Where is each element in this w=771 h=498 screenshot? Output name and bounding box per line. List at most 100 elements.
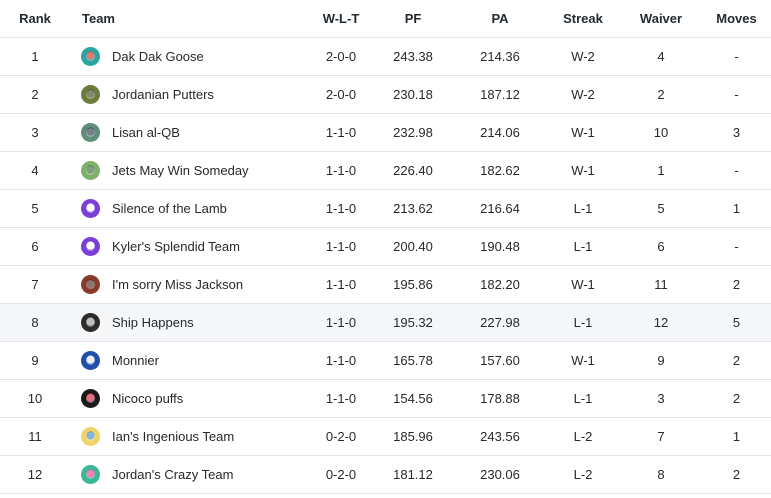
- waiver-cell: 4: [620, 37, 702, 76]
- rank-cell: 9: [0, 341, 70, 380]
- team-name-link[interactable]: Jordan's Crazy Team: [112, 467, 234, 482]
- team-avatar-icon[interactable]: [81, 427, 100, 446]
- pf-cell: 230.18: [372, 75, 454, 114]
- header-pa[interactable]: PA: [454, 0, 546, 38]
- waiver-cell: 10: [620, 113, 702, 152]
- header-moves[interactable]: Moves: [702, 0, 771, 38]
- header-streak[interactable]: Streak: [546, 0, 620, 38]
- rank-cell: 4: [0, 151, 70, 190]
- pa-cell: 227.98: [454, 303, 546, 342]
- pa-cell: 216.64: [454, 189, 546, 228]
- team-info: Nicoco puffs: [81, 389, 310, 408]
- rank-cell: 1: [0, 37, 70, 76]
- team-name-link[interactable]: Monnier: [112, 353, 159, 368]
- team-name-link[interactable]: Silence of the Lamb: [112, 201, 227, 216]
- wlt-cell: 0-2-0: [310, 455, 372, 494]
- pa-cell: 178.88: [454, 379, 546, 418]
- team-avatar-icon[interactable]: [81, 237, 100, 256]
- pf-cell: 154.56: [372, 379, 454, 418]
- team-cell: Monnier: [70, 341, 310, 380]
- table-row: 6 Kyler's Splendid Team 1-1-0 200.40 190.48 L…: [0, 227, 771, 266]
- pf-cell: 226.40: [372, 151, 454, 190]
- wlt-cell: 1-1-0: [310, 303, 372, 342]
- table-row: 12 Jordan's Crazy Team 0-2-0 181.12 230.06 L-…: [0, 455, 771, 494]
- team-avatar-icon[interactable]: [81, 85, 100, 104]
- team-cell: Kyler's Splendid Team: [70, 227, 310, 266]
- waiver-cell: 5: [620, 189, 702, 228]
- team-name-link[interactable]: Jets May Win Someday: [112, 163, 249, 178]
- moves-cell: 5: [702, 303, 771, 342]
- team-name-link[interactable]: Dak Dak Goose: [112, 49, 204, 64]
- team-cell: Dak Dak Goose: [70, 37, 310, 76]
- pa-cell: 190.48: [454, 227, 546, 266]
- team-name-link[interactable]: Lisan al-QB: [112, 125, 180, 140]
- pf-cell: 243.38: [372, 37, 454, 76]
- header-rank[interactable]: Rank: [0, 0, 70, 38]
- pf-cell: 181.12: [372, 455, 454, 494]
- waiver-cell: 2: [620, 75, 702, 114]
- team-name-link[interactable]: Ship Happens: [112, 315, 194, 330]
- streak-cell: W-1: [546, 113, 620, 152]
- standings-body: 1 Dak Dak Goose 2-0-0 243.38 214.36 W-2 4-2 Jor…: [0, 37, 771, 494]
- streak-cell: L-1: [546, 379, 620, 418]
- moves-cell: -: [702, 75, 771, 114]
- header-team[interactable]: Team: [70, 0, 310, 38]
- pa-cell: 214.36: [454, 37, 546, 76]
- wlt-cell: 1-1-0: [310, 379, 372, 418]
- pf-cell: 165.78: [372, 341, 454, 380]
- wlt-cell: 1-1-0: [310, 341, 372, 380]
- team-avatar-icon[interactable]: [81, 351, 100, 370]
- rank-cell: 10: [0, 379, 70, 418]
- waiver-cell: 9: [620, 341, 702, 380]
- team-avatar-icon[interactable]: [81, 47, 100, 66]
- table-row: 4 Jets May Win Someday 1-1-0 226.40 182.62 W-…: [0, 151, 771, 190]
- team-avatar-icon[interactable]: [81, 389, 100, 408]
- team-cell: Ian's Ingenious Team: [70, 417, 310, 456]
- moves-cell: 3: [702, 113, 771, 152]
- table-header-row: Rank Team W-L-T PF PA Streak Waiver Move…: [0, 0, 771, 38]
- header-wlt[interactable]: W-L-T: [310, 0, 372, 38]
- team-avatar-icon[interactable]: [81, 161, 100, 180]
- waiver-cell: 7: [620, 417, 702, 456]
- team-cell: Silence of the Lamb: [70, 189, 310, 228]
- table-row: 5 Silence of the Lamb 1-1-0 213.62 216.64 L-1…: [0, 189, 771, 228]
- wlt-cell: 0-2-0: [310, 417, 372, 456]
- table-row: 8 Ship Happens 1-1-0 195.32 227.98 L-1 12 5: [0, 303, 771, 342]
- team-name-link[interactable]: I'm sorry Miss Jackson: [112, 277, 244, 292]
- table-row: 11 Ian's Ingenious Team 0-2-0 185.96 243.56 L…: [0, 417, 771, 456]
- moves-cell: 2: [702, 455, 771, 494]
- rank-cell: 5: [0, 189, 70, 228]
- rank-cell: 8: [0, 303, 70, 342]
- waiver-cell: 11: [620, 265, 702, 304]
- header-waiver[interactable]: Waiver: [620, 0, 702, 38]
- team-name-link[interactable]: Nicoco puffs: [112, 391, 184, 406]
- waiver-cell: 3: [620, 379, 702, 418]
- team-avatar-icon[interactable]: [81, 199, 100, 218]
- streak-cell: L-2: [546, 417, 620, 456]
- team-info: Monnier: [81, 351, 310, 370]
- team-name-link[interactable]: Kyler's Splendid Team: [112, 239, 240, 254]
- team-cell: I'm sorry Miss Jackson: [70, 265, 310, 304]
- team-avatar-icon[interactable]: [81, 275, 100, 294]
- wlt-cell: 1-1-0: [310, 113, 372, 152]
- pf-cell: 195.86: [372, 265, 454, 304]
- team-avatar-icon[interactable]: [81, 465, 100, 484]
- team-name-link[interactable]: Jordanian Putters: [112, 87, 214, 102]
- moves-cell: 2: [702, 341, 771, 380]
- header-pf[interactable]: PF: [372, 0, 454, 38]
- streak-cell: W-1: [546, 265, 620, 304]
- pf-cell: 195.32: [372, 303, 454, 342]
- moves-cell: -: [702, 37, 771, 76]
- team-name-link[interactable]: Ian's Ingenious Team: [112, 429, 235, 444]
- moves-cell: -: [702, 227, 771, 266]
- team-avatar-icon[interactable]: [81, 313, 100, 332]
- rank-cell: 11: [0, 417, 70, 456]
- team-avatar-icon[interactable]: [81, 123, 100, 142]
- team-info: Kyler's Splendid Team: [81, 237, 310, 256]
- pa-cell: 230.06: [454, 455, 546, 494]
- wlt-cell: 1-1-0: [310, 227, 372, 266]
- team-cell: Jordanian Putters: [70, 75, 310, 114]
- waiver-cell: 6: [620, 227, 702, 266]
- pa-cell: 187.12: [454, 75, 546, 114]
- team-info: I'm sorry Miss Jackson: [81, 275, 310, 294]
